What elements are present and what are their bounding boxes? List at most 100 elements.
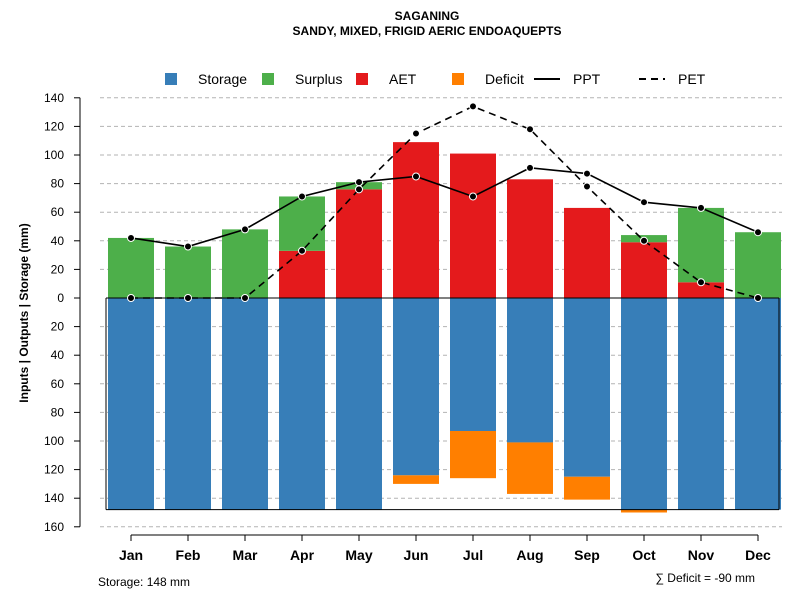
aet-bar-jun: [393, 142, 439, 298]
ppt-point-mar: [241, 225, 249, 234]
deficit-bar-oct: [621, 509, 667, 513]
gridlines: [100, 97, 782, 528]
x-tick-label-oct: Oct: [632, 547, 656, 563]
y-tick-label: 60: [51, 377, 65, 391]
storage-bar-nov: [678, 298, 724, 510]
x-tick-label-jan: Jan: [119, 547, 143, 563]
y-tick-label: 60: [51, 205, 65, 219]
pet-point-jan: [127, 294, 135, 302]
y-tick-label: 120: [44, 119, 64, 133]
storage-bar-jan: [108, 298, 154, 510]
ppt-point-nov: [697, 203, 705, 212]
legend-label-surplus: Surplus: [295, 71, 342, 87]
aet-bar-may: [336, 189, 382, 298]
x-tick-label-mar: Mar: [233, 547, 258, 563]
y-axis-label: Inputs | Outputs | Storage (mm): [17, 223, 31, 402]
pet-point-dec: [754, 294, 762, 302]
ppt-point-oct: [640, 198, 648, 207]
chart-subtitle: SANDY, MIXED, FRIGID AERIC ENDOAQUEPTS: [293, 24, 562, 38]
aet-bar-sep: [564, 207, 610, 298]
storage-bar-dec: [735, 298, 781, 510]
storage-bar-mar: [222, 298, 268, 510]
aet-bar-nov: [678, 282, 724, 298]
legend-label-storage: Storage: [198, 71, 247, 87]
deficit-bar-sep: [564, 476, 610, 500]
legend-label-pet: PET: [678, 71, 706, 87]
y-tick-label: 140: [44, 91, 64, 105]
x-tick-label-nov: Nov: [688, 547, 715, 563]
pet-point-nov: [697, 278, 705, 287]
x-tick-label-feb: Feb: [176, 547, 201, 563]
storage-bar-aug: [507, 298, 553, 443]
pet-point-apr: [298, 246, 306, 255]
x-tick-label-jun: Jun: [404, 547, 429, 563]
y-tick-label: 120: [44, 463, 64, 477]
storage-bar-sep: [564, 298, 610, 477]
y-tick-label: 80: [51, 405, 65, 419]
ppt-point-jan: [127, 233, 135, 242]
surplus-bar-jan: [108, 237, 154, 298]
y-tick-label: 40: [51, 348, 65, 362]
y-tick-label: 100: [44, 434, 64, 448]
y-tick-label: 80: [51, 177, 65, 191]
chart-title: SAGANING: [395, 9, 460, 23]
ppt-point-dec: [754, 228, 762, 237]
storage-bar-jul: [450, 298, 496, 431]
legend: Storage Surplus AET Deficit PPT PET: [165, 71, 706, 87]
ppt-point-aug: [526, 163, 534, 172]
y-tick-label: 0: [57, 291, 64, 305]
legend-label-aet: AET: [389, 71, 417, 87]
y-tick-label: 140: [44, 491, 64, 505]
surplus-bar-feb: [165, 246, 211, 298]
ppt-point-apr: [298, 192, 306, 201]
x-tick-label-may: May: [345, 547, 372, 563]
legend-swatch-surplus: [262, 73, 274, 85]
aet-bar-oct: [621, 242, 667, 298]
deficit-bar-jun: [393, 475, 439, 484]
ppt-point-jun: [412, 172, 420, 181]
surplus-bar-dec: [735, 232, 781, 298]
pet-point-oct: [640, 236, 648, 245]
ppt-point-jul: [469, 192, 477, 201]
x-tick-label-dec: Dec: [745, 547, 771, 563]
deficit-bar-aug: [507, 442, 553, 494]
legend-label-deficit: Deficit: [485, 71, 524, 87]
x-tick-label-jul: Jul: [463, 547, 483, 563]
legend-swatch-deficit: [452, 73, 464, 85]
x-axis: Jan Feb Mar Apr May Jun Jul Aug Sep Oct Nov Dec: [119, 534, 771, 563]
y-tick-label: 160: [44, 520, 64, 534]
deficit-bar-jul: [450, 430, 496, 479]
legend-swatch-aet: [356, 73, 368, 85]
legend-label-ppt: PPT: [573, 71, 601, 87]
ppt-line: [130, 167, 759, 248]
pet-point-may: [355, 185, 363, 194]
series-lines: [127, 102, 762, 302]
ppt-point-may: [355, 178, 363, 187]
storage-bar-feb: [165, 298, 211, 510]
storage-note: Storage: 148 mm: [98, 575, 190, 589]
storage-bar-oct: [621, 298, 667, 510]
bars: [108, 142, 781, 513]
storage-bar-jun: [393, 298, 439, 476]
y-tick-label: 20: [51, 320, 65, 334]
storage-bar-apr: [279, 298, 325, 510]
y-axis: 140 120 100 80 60 40 20 0 20 40 60 80 100 120 140 160: [44, 91, 81, 534]
y-tick-label: 20: [51, 262, 65, 276]
legend-swatch-storage: [165, 73, 177, 85]
pet-point-jun: [412, 129, 420, 138]
ppt-point-feb: [184, 242, 192, 251]
ppt-point-sep: [583, 169, 591, 178]
y-tick-label: 40: [51, 234, 65, 248]
x-tick-label-sep: Sep: [574, 547, 600, 563]
surplus-bar-nov: [678, 207, 724, 283]
surplus-bar-apr: [279, 196, 325, 251]
storage-bar-may: [336, 298, 382, 510]
x-tick-label-apr: Apr: [290, 547, 315, 563]
deficit-total-note: ∑ Deficit = -90 mm: [655, 571, 755, 585]
aet-bar-aug: [507, 179, 553, 298]
pet-point-sep: [583, 182, 591, 191]
pet-point-mar: [241, 294, 249, 302]
aet-bar-apr: [279, 250, 325, 298]
x-tick-label-aug: Aug: [516, 547, 543, 563]
